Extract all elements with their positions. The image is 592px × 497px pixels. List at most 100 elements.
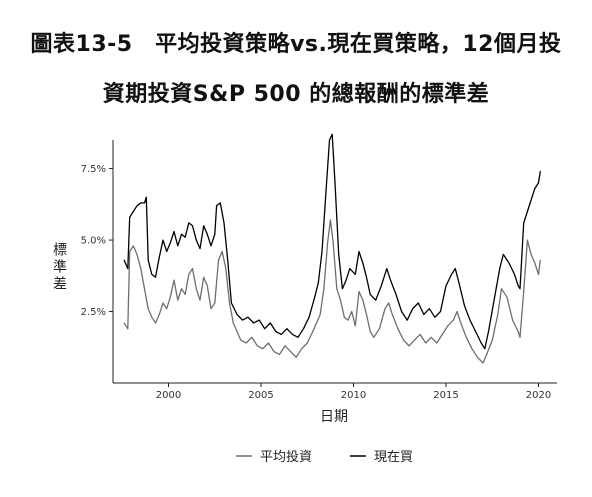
data-point xyxy=(132,245,134,247)
data-point xyxy=(151,273,153,275)
data-point xyxy=(184,236,186,238)
data-point xyxy=(123,259,125,261)
data-point xyxy=(390,279,391,281)
data-point xyxy=(230,302,232,304)
data-point xyxy=(195,239,197,241)
data-point xyxy=(519,288,521,290)
data-point xyxy=(129,251,131,252)
data-point xyxy=(523,291,525,292)
data-point xyxy=(512,319,514,321)
data-point xyxy=(482,362,484,364)
data-point xyxy=(267,342,269,344)
data-point xyxy=(127,328,129,330)
data-point xyxy=(345,279,347,281)
data-point xyxy=(144,202,145,204)
data-point xyxy=(366,276,367,278)
data-point xyxy=(144,288,145,290)
data-point xyxy=(206,285,208,287)
data-point xyxy=(286,328,288,330)
data-point xyxy=(351,311,353,312)
data-point xyxy=(538,273,539,275)
data-point xyxy=(253,322,255,324)
data-point xyxy=(317,282,319,284)
data-point xyxy=(169,296,171,298)
data-point xyxy=(488,331,489,332)
data-point xyxy=(262,348,264,350)
data-point xyxy=(256,345,258,347)
data-point xyxy=(408,345,410,347)
data-point xyxy=(419,333,421,335)
data-point xyxy=(145,196,147,198)
data-point xyxy=(508,262,510,264)
data-point xyxy=(354,325,356,327)
data-point xyxy=(292,333,293,335)
data-point xyxy=(136,253,138,255)
data-point xyxy=(388,302,390,304)
data-point xyxy=(169,242,171,244)
data-point xyxy=(539,170,541,172)
series-line xyxy=(123,133,541,350)
data-point xyxy=(340,299,341,301)
data-point xyxy=(199,248,201,250)
data-point xyxy=(456,311,458,312)
data-point xyxy=(181,288,182,290)
chart-title-line-2: 資期投資S&P 500 的總報酬的標準差 xyxy=(102,82,490,107)
data-point xyxy=(464,305,465,307)
data-point xyxy=(475,331,477,332)
data-point xyxy=(245,342,247,344)
data-point xyxy=(181,233,182,235)
data-point xyxy=(321,251,323,252)
data-point xyxy=(486,353,488,355)
data-point xyxy=(436,342,438,344)
data-point xyxy=(386,268,388,270)
y-axis-label: 標準差 xyxy=(53,243,67,293)
data-point xyxy=(325,193,327,195)
data-point xyxy=(501,288,502,290)
x-axis-label: 日期 xyxy=(320,409,348,425)
data-point xyxy=(460,322,462,324)
data-point xyxy=(227,259,229,261)
data-point xyxy=(471,348,473,350)
data-point xyxy=(369,331,371,332)
data-point xyxy=(290,351,292,353)
data-point xyxy=(166,308,168,310)
data-point xyxy=(275,331,277,332)
data-point xyxy=(341,288,343,290)
data-point xyxy=(295,356,297,358)
data-point xyxy=(251,336,253,338)
data-point xyxy=(219,202,221,204)
data-point xyxy=(539,259,541,261)
data-point xyxy=(140,268,142,270)
data-point xyxy=(327,242,329,244)
data-point xyxy=(441,333,443,335)
y-tick-label: 2.5% xyxy=(81,307,106,318)
data-point xyxy=(332,242,334,244)
series-2 xyxy=(123,133,541,350)
data-point xyxy=(506,296,508,298)
data-point xyxy=(279,353,280,355)
data-point xyxy=(530,199,532,201)
data-point xyxy=(452,319,454,321)
data-point xyxy=(232,322,234,324)
legend-label: 平均投資 xyxy=(260,449,312,465)
data-point xyxy=(526,211,528,212)
y-tick-label: 5.0% xyxy=(81,236,106,247)
data-point xyxy=(414,339,415,341)
data-point xyxy=(129,216,131,218)
data-point xyxy=(242,319,243,321)
data-point xyxy=(280,333,282,335)
data-point xyxy=(273,351,275,353)
data-point xyxy=(458,282,460,284)
data-point xyxy=(264,328,266,330)
data-point xyxy=(391,313,393,315)
legend-label: 現在買 xyxy=(374,450,413,465)
data-point xyxy=(132,211,134,212)
data-point xyxy=(334,182,336,184)
data-point xyxy=(323,288,325,290)
data-point xyxy=(514,273,515,275)
data-point xyxy=(316,322,317,324)
data-point xyxy=(380,285,382,287)
data-point xyxy=(358,291,360,292)
x-axis-ticks: 2000 2005 2010 2015 2020 xyxy=(156,383,551,401)
